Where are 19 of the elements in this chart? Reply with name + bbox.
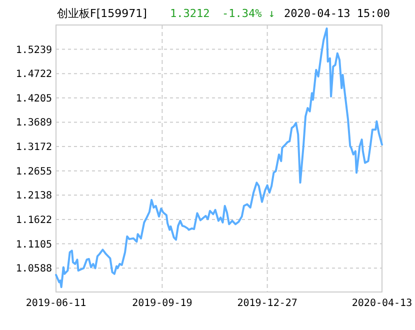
text: 1.3212 — [170, 7, 210, 20]
y-tick-label: 1.2655 — [16, 166, 52, 178]
y-tick-label: 1.5239 — [16, 44, 52, 56]
x-tick-label: 2019-09-19 — [132, 298, 192, 309]
y-tick-label: 1.1105 — [16, 239, 52, 250]
y-tick-label: 1.4722 — [16, 69, 52, 80]
y-tick-label: 1.3172 — [16, 142, 52, 154]
x-tick-label: 2019-12-27 — [237, 298, 298, 309]
y-tick-label: 1.3689 — [16, 118, 52, 129]
y-tick-label: 1.4205 — [16, 93, 52, 104]
y-tick-label: 1.1622 — [16, 214, 52, 226]
x-tick-label: 2019-06-11 — [26, 298, 86, 309]
chart-title: 创业板F[159971] — [57, 7, 147, 20]
y-tick-label: 1.2138 — [16, 190, 52, 202]
x-tick-label: 2020-04-13 — [352, 298, 412, 309]
text: -1.34% ↓ — [222, 7, 275, 20]
text: 2020-04-13 15:00 — [284, 7, 390, 20]
line-series — [55, 27, 383, 288]
y-tick-label: 1.0588 — [16, 264, 52, 275]
